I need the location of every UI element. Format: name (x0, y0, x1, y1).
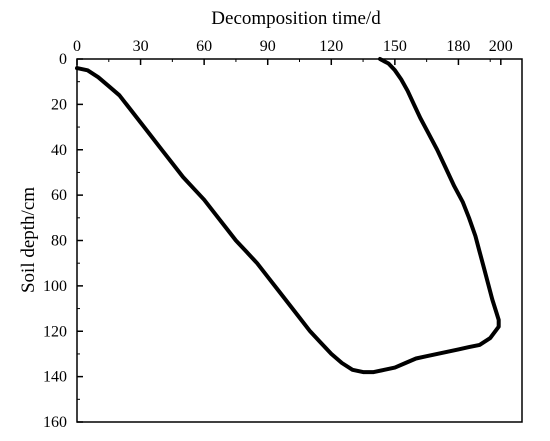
x-tick-label: 200 (489, 38, 513, 55)
x-tick-label: 180 (446, 38, 470, 55)
x-tick-label: 120 (319, 38, 343, 55)
axis-ticks: 0 30 60 90 120 150 180 200 0 20 40 60 80 100 120 140 160 (43, 38, 513, 431)
plot-frame (76, 58, 523, 423)
y-tick-label: 140 (43, 369, 67, 386)
series-line (75, 57, 501, 375)
y-tick-label: 60 (51, 187, 67, 204)
y-tick-label: 160 (43, 414, 67, 431)
x-tick-label: 90 (260, 38, 276, 55)
x-tick-label: 60 (196, 38, 212, 55)
y-tick-label: 80 (51, 233, 67, 250)
x-tick-label: 0 (73, 38, 81, 55)
y-tick-label: 100 (43, 278, 67, 295)
y-tick-label: 120 (43, 323, 67, 340)
y-tick-label: 40 (51, 142, 67, 159)
x-axis-title: Decomposition time/d (211, 8, 381, 29)
x-tick-label: 150 (383, 38, 407, 55)
x-tick-label: 30 (133, 38, 149, 55)
y-axis-title: Soil depth/cm (18, 187, 39, 293)
y-tick-label: 0 (59, 51, 67, 68)
y-tick-label: 20 (51, 96, 67, 113)
